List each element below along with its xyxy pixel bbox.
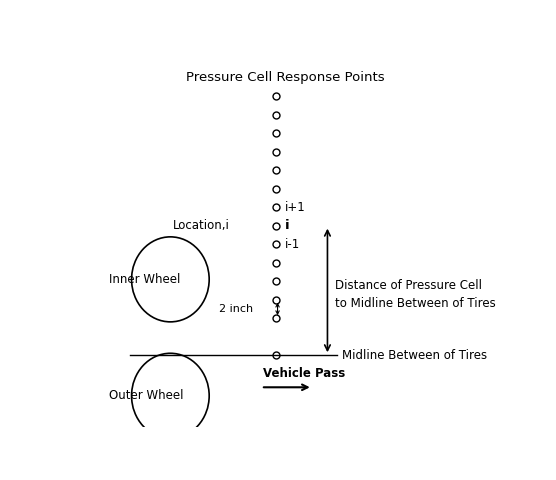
- Text: Distance of Pressure Cell
to Midline Between of Tires: Distance of Pressure Cell to Midline Bet…: [335, 279, 495, 310]
- Text: Midline Between of Tires: Midline Between of Tires: [342, 348, 488, 361]
- Text: i+1: i+1: [285, 201, 306, 214]
- Text: Pressure Cell Response Points: Pressure Cell Response Points: [186, 71, 384, 84]
- Text: Vehicle Pass: Vehicle Pass: [263, 367, 345, 380]
- Text: Outer Wheel: Outer Wheel: [110, 389, 184, 402]
- Text: 2 inch: 2 inch: [220, 304, 254, 314]
- Text: i-1: i-1: [285, 238, 300, 251]
- Text: Location,i: Location,i: [172, 219, 230, 232]
- Text: i: i: [285, 219, 290, 232]
- Text: Inner Wheel: Inner Wheel: [110, 273, 181, 286]
